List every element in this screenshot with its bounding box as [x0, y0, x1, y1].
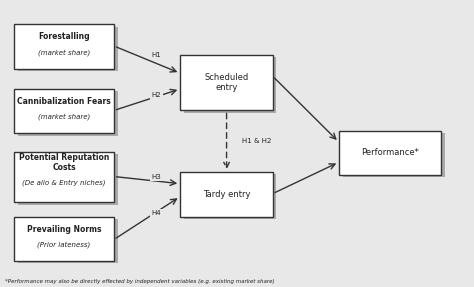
Text: (Prior lateness): (Prior lateness) [37, 241, 91, 248]
Text: Prevailing Norms: Prevailing Norms [27, 225, 101, 234]
FancyBboxPatch shape [343, 133, 445, 177]
Text: H2: H2 [152, 92, 161, 98]
Text: (De alio & Entry niches): (De alio & Entry niches) [22, 180, 106, 186]
Text: *Performance may also be directly effected by independent variables (e.g. existi: *Performance may also be directly effect… [5, 279, 274, 284]
FancyBboxPatch shape [339, 131, 441, 175]
Text: Potential Reputation
Costs: Potential Reputation Costs [19, 153, 109, 172]
Text: Scheduled
entry: Scheduled entry [204, 73, 248, 92]
Text: Cannibalization Fears: Cannibalization Fears [17, 97, 111, 106]
FancyBboxPatch shape [18, 154, 118, 205]
FancyBboxPatch shape [180, 55, 273, 110]
Text: H1: H1 [152, 52, 162, 58]
FancyBboxPatch shape [14, 152, 114, 202]
Text: H4: H4 [152, 210, 161, 216]
Text: Performance*: Performance* [361, 148, 419, 157]
FancyBboxPatch shape [18, 219, 118, 263]
Text: H1 & H2: H1 & H2 [242, 138, 271, 144]
Text: (market share): (market share) [38, 49, 90, 56]
FancyBboxPatch shape [18, 27, 118, 71]
FancyBboxPatch shape [184, 174, 276, 219]
FancyBboxPatch shape [18, 91, 118, 136]
FancyBboxPatch shape [14, 89, 114, 133]
Text: Tardy entry: Tardy entry [202, 190, 250, 199]
FancyBboxPatch shape [14, 24, 114, 69]
FancyBboxPatch shape [184, 57, 276, 113]
Text: (market share): (market share) [38, 113, 90, 120]
Text: H3: H3 [152, 174, 162, 179]
FancyBboxPatch shape [180, 172, 273, 217]
FancyBboxPatch shape [14, 217, 114, 261]
Text: Forestalling: Forestalling [38, 32, 90, 41]
